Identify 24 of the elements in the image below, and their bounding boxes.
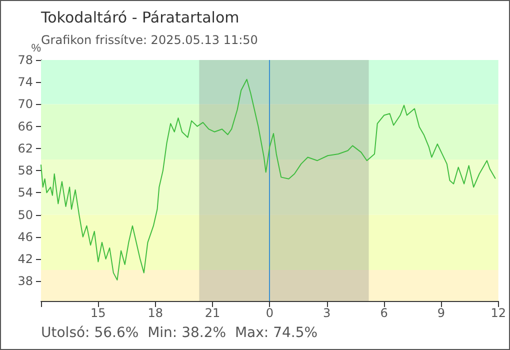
x-tick-label: 0 — [266, 306, 274, 320]
text: Utolsó: 56.6% Min: 38.2% Max: 74.5% — [41, 325, 318, 341]
x-tick-label: 6 — [380, 306, 388, 320]
y-tick-label: 74 — [18, 75, 33, 90]
x-tick-label: 18 — [148, 306, 163, 320]
y-tick-label: 46 — [18, 230, 33, 244]
x-tick-label: 21 — [204, 306, 220, 320]
chart-subtitle: Grafikon frissítve: 2025.05.13 11:50 — [41, 33, 258, 47]
y-tick-label: 62 — [18, 141, 33, 156]
y-tick-label: 70 — [18, 97, 33, 112]
y-tick-label: 50 — [18, 208, 33, 222]
x-tick-label: 3 — [323, 306, 331, 320]
y-tick-label: 58 — [18, 164, 33, 178]
x-tick-label: 12 — [490, 306, 506, 320]
y-axis-title: % — [31, 42, 42, 55]
y-tick-label: 66 — [18, 119, 33, 134]
y-tick-label: 78 — [18, 53, 33, 67]
chart-title: Tokodaltáró - Páratartalom — [40, 8, 240, 26]
y-tick-label: 38 — [18, 274, 33, 288]
x-tick-label: 9 — [437, 306, 446, 320]
line-series — [40, 78, 496, 280]
x-tick-label: 15 — [90, 306, 106, 320]
y-tick-label: 54 — [18, 186, 33, 200]
y-tick-label: 42 — [18, 252, 33, 266]
